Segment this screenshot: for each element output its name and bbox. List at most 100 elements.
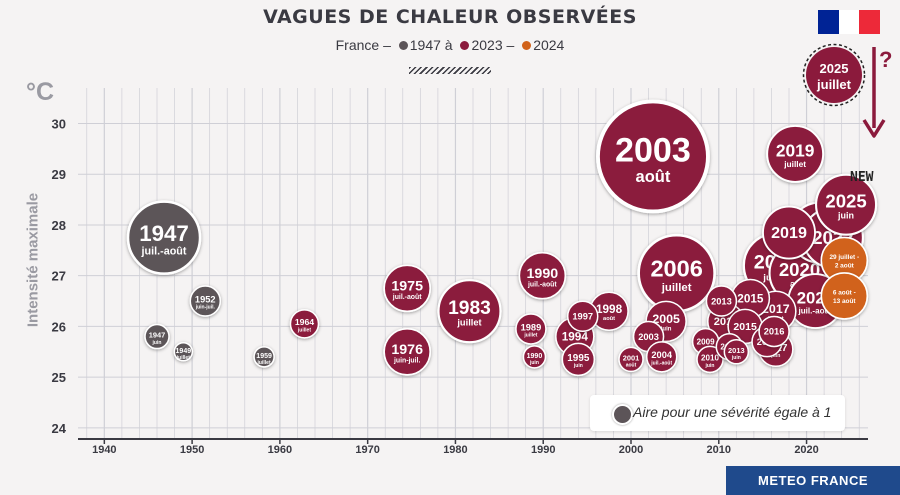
y-axis-title: Intensité maximale <box>24 192 42 328</box>
y-tick-label: 29 <box>52 167 66 182</box>
bubble-sub-label: juillet <box>661 282 692 294</box>
bubble-sub-label: juillet <box>297 327 311 333</box>
bubble-sub-label: 2 août <box>835 263 855 270</box>
bubble-sub-label: juin <box>529 360 539 366</box>
forecast-dashed-ring <box>802 43 866 107</box>
y-tick-label: 24 <box>52 421 67 436</box>
bubble-sub-label: juil.-août <box>797 307 832 316</box>
x-tick-label: 2020 <box>794 444 818 456</box>
y-tick-label: 30 <box>52 117 66 132</box>
bubble-year-label: 2003 <box>638 332 659 342</box>
x-tick-label: 2000 <box>619 444 643 456</box>
bubble-sub-label: juillet <box>257 360 271 366</box>
subtitle-2024: 2024 <box>533 37 565 53</box>
bubble-sub-label: juillet <box>456 318 481 328</box>
bubble-year-label: 1949 <box>176 348 192 355</box>
forecast-year-label: 2025 <box>820 61 849 76</box>
bubble-year-label: 2015 <box>733 321 757 333</box>
bubble-circle <box>596 99 710 214</box>
bubble-year-label: 2019 <box>776 141 815 161</box>
bubble-year-label: 2003 <box>615 132 691 170</box>
bubble-circle <box>189 285 222 317</box>
bubble-1997: 1997 <box>566 300 599 333</box>
chart-title: VAGUES DE CHALEUR OBSERVÉES <box>263 6 637 28</box>
legend-dot-past <box>398 40 408 50</box>
bubble-circle <box>723 339 750 365</box>
y-tick-label: 26 <box>52 319 66 334</box>
bubble-sub-label: juin <box>660 327 672 333</box>
bubble-circle <box>758 315 790 348</box>
y-tick-label: 28 <box>52 218 66 233</box>
bubble-year-label: 1997 <box>572 312 593 322</box>
bubble-circle <box>144 323 170 350</box>
bubble-sub-label: août <box>636 168 671 186</box>
meteo-france-logo: METEO FRANCE <box>726 466 900 495</box>
bubble-year-label: 1994 <box>562 331 589 344</box>
bubble-year-label: 1952 <box>195 294 216 304</box>
bubble-year-label: 2025 <box>825 190 866 211</box>
bubble-sub-label: juil.-août <box>141 245 187 257</box>
x-tick-label: 1970 <box>355 444 379 456</box>
bubble-circle <box>561 342 596 377</box>
bubble-circle <box>566 300 599 333</box>
subtitle-range-end: 2023 – <box>471 37 519 53</box>
bubble-circle <box>515 313 547 345</box>
bubble-2016: 2016 <box>758 315 790 348</box>
bubble-sub-label: juillet <box>783 159 806 169</box>
x-tick-label: 2010 <box>707 444 731 456</box>
bubble-circle <box>437 279 502 344</box>
bubble-circle <box>815 173 878 236</box>
legend-dot-2024 <box>522 40 532 50</box>
bubble-event: 29 juillet - 2 août <box>820 236 869 285</box>
bubble-circle <box>383 327 431 376</box>
x-tick-label: 1950 <box>180 444 204 456</box>
bubble-year-label: 1995 <box>567 353 590 364</box>
legend-text: Aire pour une sévérité égale à 1 <box>633 404 832 420</box>
bubble-sub-label: août <box>626 363 637 369</box>
forecast-arrow-head <box>862 119 886 138</box>
bubble-circle <box>762 205 816 260</box>
bubble-circle <box>820 272 869 320</box>
bubble-year-label: 1975 <box>391 279 423 295</box>
bubble-year-label: 1947 <box>139 221 189 246</box>
bubble-year-label: 1959 <box>256 353 272 360</box>
bubble-sub-label: juin <box>152 340 162 346</box>
bubble-circle <box>518 251 567 300</box>
bubble-sub-label: juil.-août <box>527 281 557 288</box>
bubble-circle <box>645 341 678 373</box>
x-tick-label: 1980 <box>443 444 467 456</box>
bubble-year-label: 1989 <box>521 322 542 332</box>
bubble-year-label: 2013 <box>728 346 745 355</box>
chart-subtitle: France – 1947 à 2023 – 2024 <box>0 37 900 53</box>
bubble-circle <box>705 285 738 317</box>
bubble-year-label: 2016 <box>764 327 785 337</box>
forecast-sub-label: juillet <box>816 77 852 92</box>
french-republic-flag-icon <box>818 10 881 34</box>
bubble-sub-label: juillet <box>176 355 190 361</box>
bubble-year-label: 1976 <box>391 342 423 358</box>
bubble-2013: 2013 <box>705 285 738 317</box>
bubble-sub-label: juin <box>573 363 583 369</box>
bubble-year-label: 2019 <box>771 224 807 242</box>
bubble-sub-label: juil.-août <box>392 294 422 301</box>
